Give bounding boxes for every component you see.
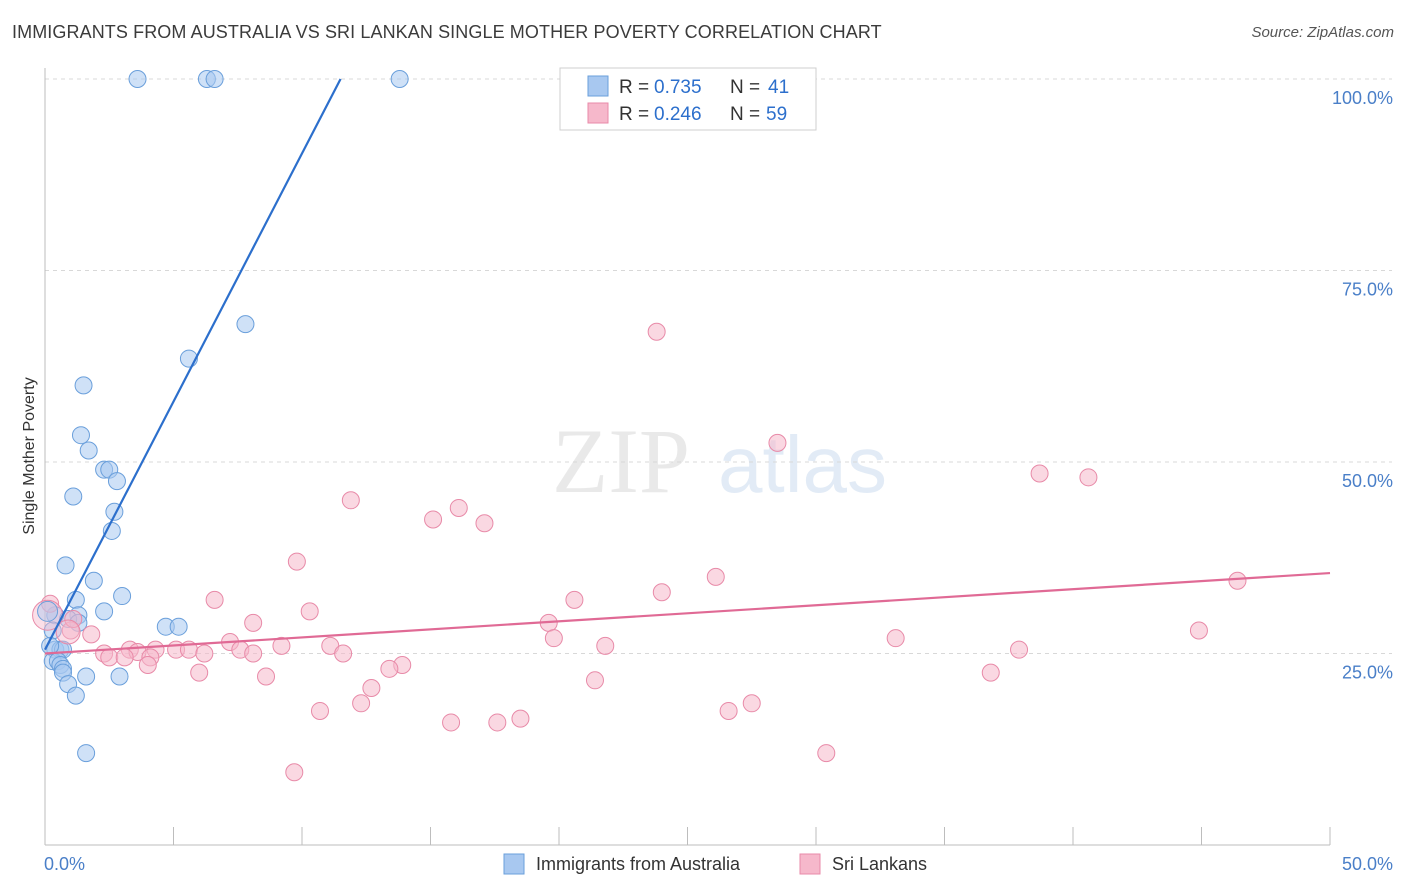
point-australia	[84, 571, 103, 590]
x-tick-label: 50.0%	[1342, 854, 1393, 874]
grid-layer	[45, 78, 1392, 654]
point-srilankan	[138, 655, 157, 674]
point-australia	[236, 315, 255, 334]
point-australia	[77, 744, 96, 763]
axis-layer: 25.0% 50.0% 75.0% 100.0% 0.0% 50.0%	[44, 68, 1393, 874]
point-srilankan	[1010, 640, 1029, 659]
point-srilankan	[544, 629, 563, 648]
point-srilankan	[287, 552, 306, 571]
y-tick-label: 100.0%	[1332, 88, 1393, 108]
legend-r-value-blue: 0.735	[654, 77, 702, 98]
point-srilankan	[719, 701, 738, 720]
legend-r-value-pink: 0.246	[654, 104, 702, 125]
point-srilankan	[257, 667, 276, 686]
legend-n-value-pink: 59	[766, 104, 787, 125]
point-australia	[128, 70, 147, 88]
point-srilankan	[817, 744, 836, 763]
legend-swatch-pink	[587, 102, 609, 124]
point-srilankan	[334, 644, 353, 663]
legend-n-label-blue: N =	[730, 77, 765, 98]
legend-n-value-blue: 41	[768, 77, 789, 98]
point-srilankan	[585, 671, 604, 690]
legend-bottom-swatch-pink	[799, 853, 821, 875]
point-srilankan	[449, 498, 468, 517]
chart-title: IMMIGRANTS FROM AUSTRALIA VS SRI LANKAN …	[12, 22, 882, 42]
point-srilankan	[341, 491, 360, 510]
point-srilankan	[488, 713, 507, 732]
point-australia	[95, 602, 114, 621]
point-australia	[64, 487, 83, 506]
legend-bottom-label-pink: Sri Lankans	[832, 854, 927, 874]
watermark-zip: ZIP	[552, 410, 690, 512]
point-srilankan	[886, 629, 905, 648]
point-australia	[71, 426, 90, 445]
point-srilankan	[300, 602, 319, 621]
point-srilankan	[205, 590, 224, 609]
point-srilankan	[64, 610, 83, 629]
point-srilankan	[1189, 621, 1208, 640]
legend-bottom-swatch-blue	[503, 853, 525, 875]
legend-stats: R = 0.735 N = 41 R = 0.246 N = 59	[559, 67, 817, 131]
point-srilankan	[981, 663, 1000, 682]
trendline-australia	[44, 78, 342, 651]
point-srilankan	[652, 583, 671, 602]
point-srilankan	[1030, 464, 1049, 483]
point-australia	[113, 587, 132, 606]
watermark-atlas: atlas	[718, 420, 887, 509]
point-srilankan	[82, 625, 101, 644]
point-srilankan	[100, 648, 119, 667]
legend-r-label-blue: R =	[619, 77, 654, 98]
point-australia	[66, 686, 85, 705]
point-australia	[205, 70, 224, 88]
point-australia	[169, 617, 188, 636]
point-srilankan	[424, 510, 443, 529]
legend-r-label-pink: R =	[619, 104, 654, 125]
x-tick-label: 0.0%	[44, 854, 85, 874]
source-label: Source: ZipAtlas.com	[1251, 24, 1394, 41]
y-tick-label: 50.0%	[1342, 471, 1393, 491]
point-srilankan	[565, 590, 584, 609]
point-srilankan	[362, 678, 381, 697]
point-cluster-australia	[37, 600, 59, 622]
point-srilankan	[352, 694, 371, 713]
point-srilankan	[244, 613, 263, 632]
point-srilankan	[1228, 571, 1247, 590]
point-srilankan	[115, 648, 134, 667]
point-australia	[56, 556, 75, 575]
point-srilankan	[768, 433, 787, 452]
point-australia	[107, 472, 126, 491]
point-australia	[390, 70, 409, 88]
point-cluster-srilankan	[55, 619, 81, 645]
point-australia	[74, 376, 93, 395]
legend-swatch-blue	[587, 75, 609, 97]
y-tick-label: 25.0%	[1342, 663, 1393, 683]
point-srilankan	[1079, 468, 1098, 487]
y-axis-title: Single Mother Poverty	[21, 377, 38, 534]
point-srilankan	[647, 322, 666, 341]
point-srilankan	[310, 701, 329, 720]
point-srilankan	[190, 663, 209, 682]
point-srilankan	[285, 763, 304, 782]
point-srilankan	[272, 636, 291, 655]
point-srilankan	[442, 713, 461, 732]
point-australia	[79, 441, 98, 460]
point-srilankan	[380, 659, 399, 678]
point-srilankan	[742, 694, 761, 713]
trend-layer	[44, 78, 1331, 655]
point-australia	[77, 667, 96, 686]
trendline-srilankan	[44, 571, 1331, 655]
point-australia	[110, 667, 129, 686]
legend-series: Immigrants from Australia Sri Lankans	[503, 853, 927, 875]
point-srilankan	[195, 644, 214, 663]
point-srilankan	[596, 636, 615, 655]
point-srilankan	[475, 514, 494, 533]
y-tick-label: 75.0%	[1342, 280, 1393, 300]
point-srilankan	[244, 644, 263, 663]
legend-n-label-pink: N =	[730, 104, 765, 125]
legend-bottom-label-blue: Immigrants from Australia	[536, 854, 741, 874]
point-srilankan	[511, 709, 530, 728]
point-srilankan	[706, 567, 725, 586]
